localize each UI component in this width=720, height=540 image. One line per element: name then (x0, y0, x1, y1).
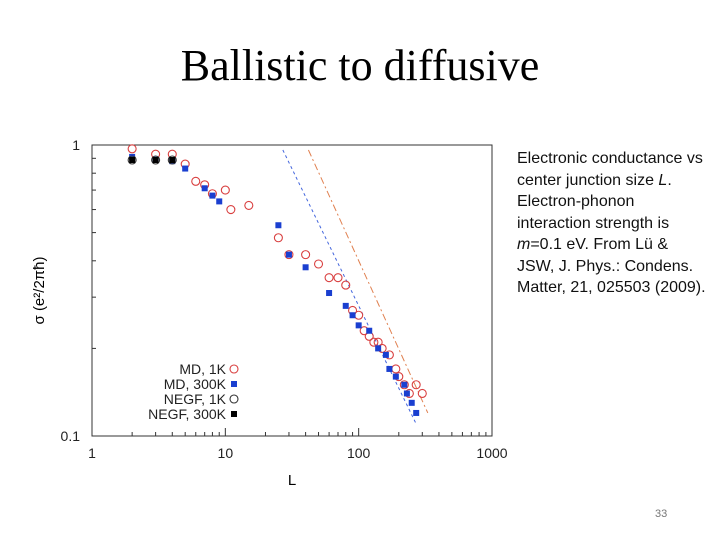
data-point (182, 165, 189, 172)
x-axis-ticks: 1 10 100 1000 (88, 428, 508, 461)
data-point (401, 381, 408, 388)
legend-marker (231, 411, 237, 417)
caption-text-3: =0.1 eV. From Lü & JSW, J. Phys.: Conden… (517, 236, 706, 296)
data-point (226, 205, 236, 215)
data-point (127, 144, 137, 154)
data-point (354, 310, 364, 320)
data-point (201, 185, 208, 192)
page-number: 33 (655, 508, 668, 520)
data-points (127, 144, 427, 416)
legend-label: MD, 300K (164, 376, 227, 392)
data-point (151, 155, 161, 165)
x-axis-label: L (288, 472, 296, 489)
data-point (333, 273, 343, 283)
data-point (285, 251, 292, 258)
data-point (382, 351, 389, 358)
data-point (386, 365, 393, 372)
data-point (342, 302, 349, 309)
data-point (369, 337, 379, 347)
data-point (127, 155, 137, 165)
caption-var-m: m (517, 236, 531, 253)
data-point (284, 250, 294, 260)
data-point (275, 222, 282, 229)
data-point (417, 388, 427, 399)
y-axis-label: σ (e²/2πħ) (31, 257, 48, 325)
legend-marker (229, 364, 239, 374)
x-tick-label: 1 (88, 445, 96, 461)
legend-label: MD, 1K (179, 361, 226, 377)
data-point (341, 280, 351, 290)
data-point (191, 176, 201, 186)
data-point (167, 155, 177, 165)
data-point (220, 185, 230, 195)
data-point (244, 200, 254, 210)
data-point (324, 273, 334, 283)
legend-label: NEGF, 300K (148, 406, 226, 422)
data-point (375, 345, 382, 352)
data-point (169, 157, 176, 163)
fit-line (307, 149, 429, 414)
data-point (313, 259, 324, 269)
slide-title: Ballistic to diffusive (180, 41, 540, 90)
y-tick-label: 0.1 (61, 428, 81, 444)
data-point (301, 250, 311, 260)
data-point (366, 327, 373, 334)
data-point (209, 192, 216, 199)
y-axis-ticks: 10.1 (61, 137, 100, 444)
x-tick-label: 100 (347, 445, 371, 461)
data-point (413, 409, 420, 416)
data-point (355, 322, 362, 329)
data-point (129, 153, 136, 160)
data-point (411, 380, 421, 390)
caption-text-2: . Electron-phonon interaction strength i… (517, 171, 672, 232)
data-point (273, 233, 283, 243)
data-point (326, 290, 333, 297)
legend-marker (229, 394, 239, 404)
data-point (399, 380, 409, 390)
data-point (392, 373, 399, 380)
caption-var-L: L (658, 171, 668, 189)
x-tick-label: 10 (218, 445, 234, 461)
data-point (403, 390, 410, 397)
plot-frame (91, 144, 493, 437)
data-point (152, 157, 159, 163)
data-point (349, 312, 356, 319)
data-point (216, 198, 223, 205)
legend-marker (231, 381, 237, 387)
y-tick-label: 1 (72, 137, 80, 153)
figure-caption: Electronic conductance vs center junctio… (517, 148, 707, 299)
data-point (129, 157, 136, 163)
caption-text-1: Electronic conductance vs center junctio… (517, 150, 703, 189)
x-tick-label: 1000 (476, 445, 507, 461)
data-point (391, 364, 401, 374)
data-point (302, 264, 309, 271)
legend-label: NEGF, 1K (164, 391, 227, 407)
data-point (408, 399, 415, 406)
